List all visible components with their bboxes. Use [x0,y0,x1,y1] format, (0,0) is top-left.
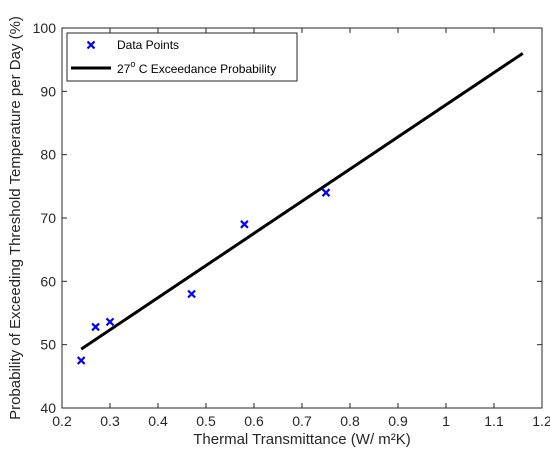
data-point-marker [240,220,249,229]
x-tick-label: 0.9 [388,413,408,429]
x-tick-label: 0.5 [196,413,216,429]
y-tick-label: 40 [40,400,56,416]
legend-marker-data-points [86,40,96,50]
plot-frame [61,27,543,409]
y-tick-label: 100 [33,20,57,36]
data-point-marker [105,317,115,327]
legend: Data Points 27o C Exceedance Probability [66,32,298,82]
x-tick-label: 0.7 [292,413,312,429]
data-point-marker [187,289,196,299]
legend-label-data-points: Data Points [117,38,179,52]
y-tick-label: 80 [40,147,56,163]
legend-box [66,32,298,82]
x-axis-title: Thermal Transmittance (W/ m²K) [193,431,411,448]
series-line-exceedance-probability [80,52,524,351]
y-axis-title: Probability of Exceeding Threshold Tempe… [7,16,24,420]
x-tick-label: 0.2 [52,413,72,429]
y-tick-label: 70 [40,210,56,226]
x-tick-label: 1.1 [484,413,504,429]
x-tick-label: 0.4 [148,413,168,429]
y-tick-label: 50 [40,337,56,353]
x-tick-label: 0.3 [100,413,120,429]
series-layer [76,52,524,365]
data-point-marker [76,356,86,365]
x-tick-label: 0.6 [244,413,264,429]
legend-label-exceedance-sup: o [130,59,135,69]
data-point-marker [321,188,331,197]
x-tick-label: 1 [442,413,450,429]
data-point-marker [91,322,100,332]
y-tick-label: 90 [40,83,56,99]
legend-label-exceedance-rest: C Exceedance Probability [135,62,276,76]
legend-label-exceedance-base: 27 [117,62,131,76]
x-tick-label: 1.2 [532,413,550,429]
x-tick-label: 0.8 [340,413,360,429]
plot-area [62,28,542,408]
axis-ticks: 0.2 0.3 0.4 0.5 0.6 0.7 0.8 0.9 1 1.1 1.2 40 50 60 70 8… [33,20,550,429]
y-tick-label: 60 [40,273,56,289]
legend-label-exceedance: 27o C Exceedance Probability [117,59,276,76]
